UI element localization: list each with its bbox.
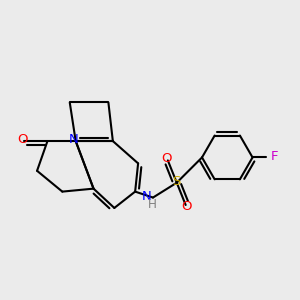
Text: N: N [68,133,78,146]
Text: N: N [142,190,152,202]
Text: S: S [172,175,181,188]
Text: H: H [148,199,157,212]
Text: O: O [181,200,192,213]
Text: O: O [17,133,27,146]
Text: O: O [161,152,172,165]
Text: F: F [270,150,278,163]
